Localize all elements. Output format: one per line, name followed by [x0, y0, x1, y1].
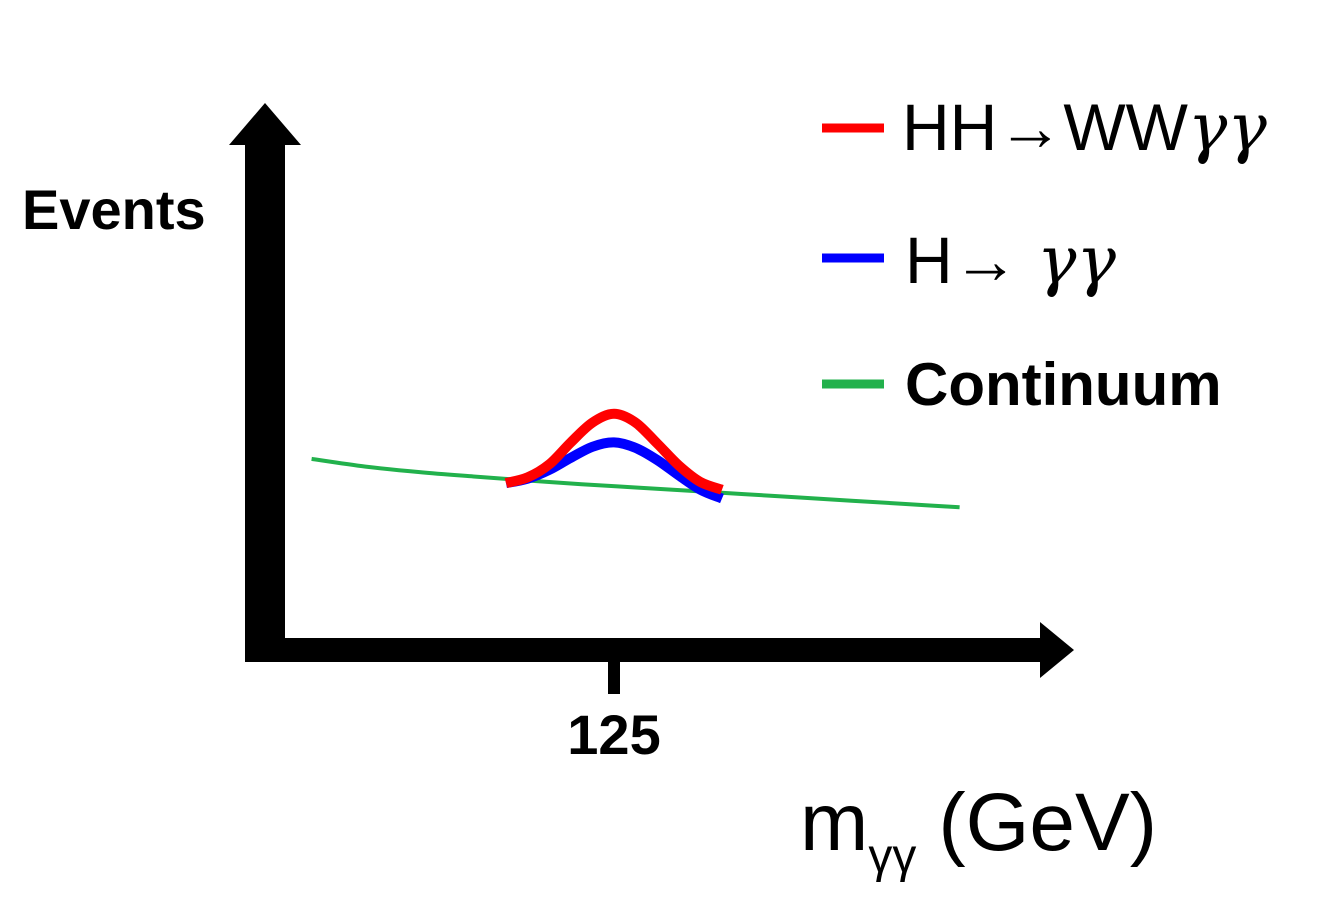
legend-label-hh: HH→WWγγ: [902, 89, 1267, 166]
x-axis-label-main: m: [800, 777, 868, 868]
legend-label-hh-greek: γγ: [1188, 89, 1267, 166]
legend-label-h: H→ γγ: [905, 222, 1116, 299]
axes: [229, 103, 1074, 694]
legend-label-continuum: Continuum: [905, 351, 1222, 418]
x-axis-label-unit: (GeV): [938, 777, 1157, 868]
y-axis-arrow: [229, 103, 301, 145]
legend-label-hh-main: HH→WW: [902, 90, 1189, 164]
series-layer: [311, 408, 960, 510]
series-line-hh-ww-gg: [504, 408, 724, 495]
x-tick-label-125: 125: [567, 703, 660, 766]
legend-label-h-main: H→: [905, 223, 1037, 297]
y-axis-label: Events: [22, 178, 206, 241]
series-line-continuum: [311, 456, 960, 510]
legend: HH→WWγγ H→ γγ Continuum: [822, 89, 1267, 418]
x-axis-arrow: [1040, 622, 1074, 678]
x-axis-label: mγγ (GeV): [800, 777, 1157, 883]
x-axis-label-subscript: γγ: [868, 830, 916, 883]
legend-label-h-greek: γγ: [1037, 222, 1116, 299]
